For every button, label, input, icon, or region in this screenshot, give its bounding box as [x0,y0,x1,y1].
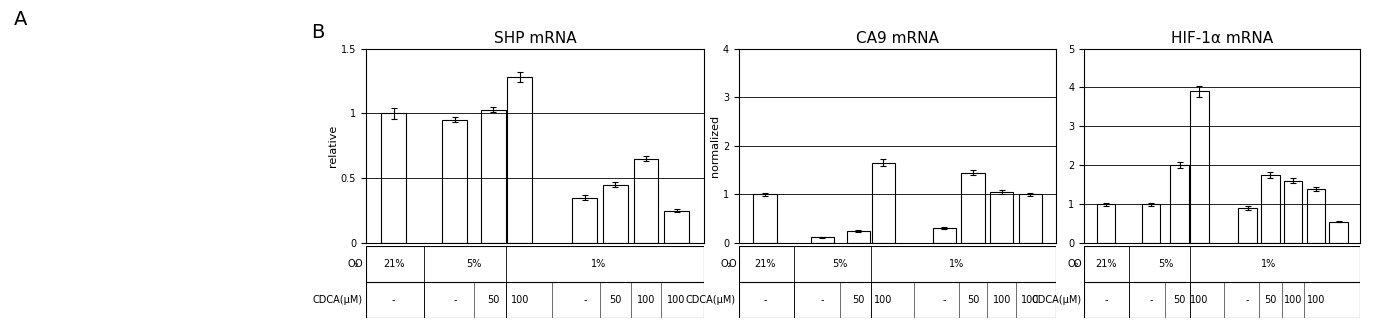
Text: O: O [728,259,736,269]
Bar [481,110,505,243]
Text: 100: 100 [1284,295,1302,305]
Text: O: O [355,259,363,269]
Text: 5%: 5% [833,259,848,269]
Y-axis label: relative: relative [329,125,338,167]
Text: -: - [1246,295,1250,305]
Y-axis label: normalized: normalized [710,115,720,177]
Bar [811,237,834,243]
Text: 100: 100 [874,295,892,305]
Text: -: - [392,295,395,305]
Text: -: - [942,295,946,305]
Text: 50: 50 [967,295,979,305]
Bar [572,198,597,243]
Bar [932,228,956,243]
Text: 100: 100 [1306,295,1324,305]
Bar [1239,208,1257,243]
Text: 21%: 21% [754,259,776,269]
Text: 100: 100 [511,295,529,305]
Title: CA9 mRNA: CA9 mRNA [856,31,939,46]
Bar [381,113,406,243]
Bar [507,77,532,243]
Text: -: - [764,295,766,305]
Text: -: - [820,295,824,305]
Text: 5%: 5% [467,259,482,269]
Text: 21%: 21% [383,259,405,269]
Bar [1171,165,1189,243]
Text: 50: 50 [487,295,500,305]
Text: -: - [583,295,587,305]
Text: 50: 50 [852,295,865,305]
Bar [753,194,776,243]
Bar [961,173,985,243]
Text: -: - [1105,295,1108,305]
Text: B: B [311,23,325,42]
Bar [442,120,467,243]
Text: 100: 100 [1021,295,1040,305]
Bar [634,159,659,243]
Bar [990,192,1014,243]
Text: A: A [14,10,28,29]
Bar [664,211,689,243]
Bar [1284,181,1302,243]
Text: CDCA(μM): CDCA(μM) [1032,295,1081,305]
Text: 50: 50 [1174,295,1186,305]
Bar [603,185,628,243]
Text: -: - [1149,295,1153,305]
Text: O₂: O₂ [1068,259,1079,269]
Text: 100: 100 [1190,295,1208,305]
Bar [1097,204,1114,243]
Bar [871,163,895,243]
Text: 1%: 1% [591,259,606,269]
Text: -: - [453,295,457,305]
Text: O₂: O₂ [721,259,732,269]
Bar [1261,175,1280,243]
Text: 21%: 21% [1095,259,1117,269]
Text: O₂: O₂ [348,259,359,269]
Text: 100: 100 [667,295,686,305]
Title: SHP mRNA: SHP mRNA [494,31,576,46]
Bar [1019,194,1043,243]
Text: 50: 50 [1264,295,1276,305]
Bar [1330,222,1348,243]
Text: 5%: 5% [1157,259,1172,269]
Text: 1%: 1% [1261,259,1276,269]
Text: 100: 100 [637,295,655,305]
Title: HIF-1α mRNA: HIF-1α mRNA [1171,31,1273,46]
Bar [1190,91,1208,243]
Bar [1306,189,1324,243]
Text: O: O [1073,259,1081,269]
Text: 1%: 1% [949,259,964,269]
Bar [1142,204,1160,243]
Text: 100: 100 [993,295,1011,305]
Text: CDCA(μM): CDCA(μM) [312,295,363,305]
Text: CDCA(μM): CDCA(μM) [685,295,736,305]
Bar [847,231,870,243]
Text: 50: 50 [609,295,621,305]
